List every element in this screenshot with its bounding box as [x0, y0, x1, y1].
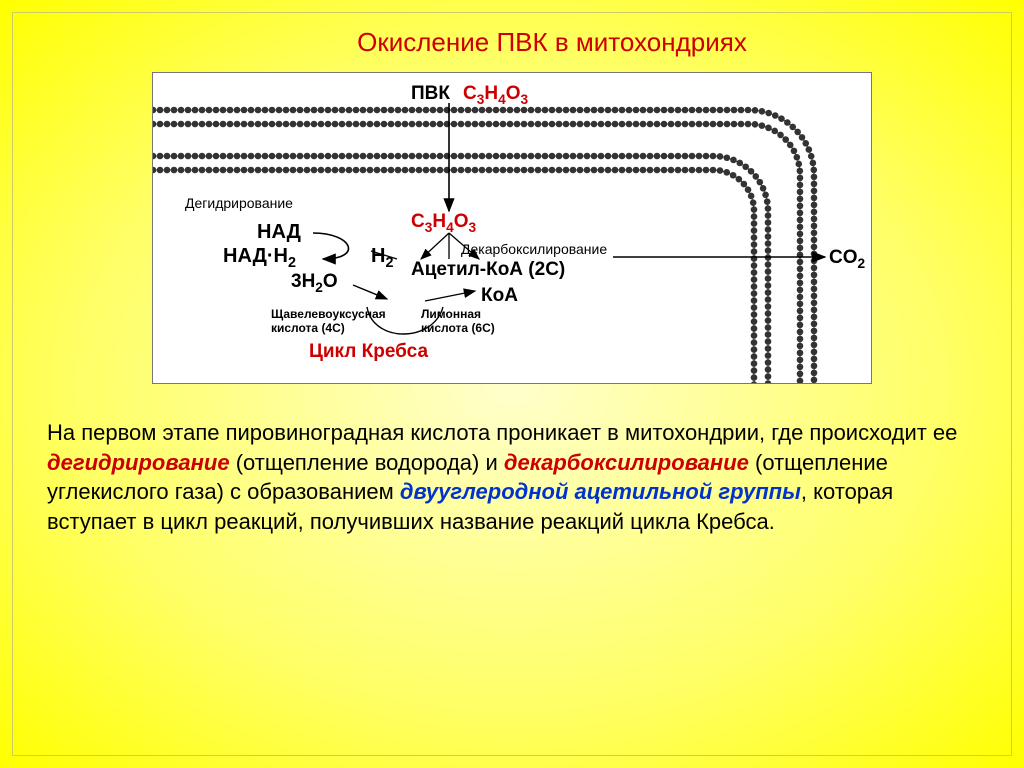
body-seg-1: На первом этапе пировиноградная кислота … — [47, 420, 957, 445]
label-limon: Лимоннаякислота (6С) — [421, 307, 495, 335]
body-seg-2: (отщепление водорода) и — [230, 450, 504, 475]
label-c3h4o3-top: C3H4O3 — [463, 83, 528, 107]
body-paragraph: На первом этапе пировиноградная кислота … — [39, 418, 985, 537]
label-nad: НАД — [257, 221, 301, 244]
body-term-decarb: декарбоксилирование — [504, 450, 749, 475]
label-3h2o: 3H2O — [291, 271, 338, 295]
arrow-nad-arc — [313, 233, 348, 259]
label-shchav: Щавелевоуксуснаякислота (4С) — [271, 307, 386, 335]
label-h2: H2 — [371, 245, 393, 271]
label-krebs: Цикл Кребса — [309, 341, 428, 363]
body-term-acetylgroup: двууглеродной ацетильной группы — [400, 479, 801, 504]
label-koa: КоА — [481, 285, 518, 307]
slide-inner: Окисление ПВК в митохондриях ПВК C3H4O3 Де… — [12, 12, 1012, 756]
label-pvk: ПВК — [411, 83, 450, 105]
label-co2: CO2 — [829, 247, 865, 271]
arrow-3h2o-in — [353, 285, 387, 299]
label-acetyl: Ацетил-КоА (2C) — [411, 259, 565, 281]
arrow-koa-out — [425, 291, 475, 301]
body-term-dehydro: дегидрирование — [47, 450, 230, 475]
slide-page: Окисление ПВК в митохондриях ПВК C3H4O3 Де… — [0, 0, 1024, 768]
label-degidr: Дегидрирование — [185, 195, 293, 211]
slide-title: Окисление ПВК в митохондриях — [119, 27, 985, 58]
mitochondria-diagram: ПВК C3H4O3 Дегидрирование C3H4O3 НАДНАД·H2 H2… — [152, 72, 872, 384]
arrow-c3h4o3-split1 — [421, 233, 449, 259]
label-decarb: Декарбоксилирование — [461, 241, 607, 257]
label-c3h4o3-mid: C3H4O3 — [411, 211, 476, 235]
label-nadh2: НАД·H2 — [223, 245, 296, 271]
